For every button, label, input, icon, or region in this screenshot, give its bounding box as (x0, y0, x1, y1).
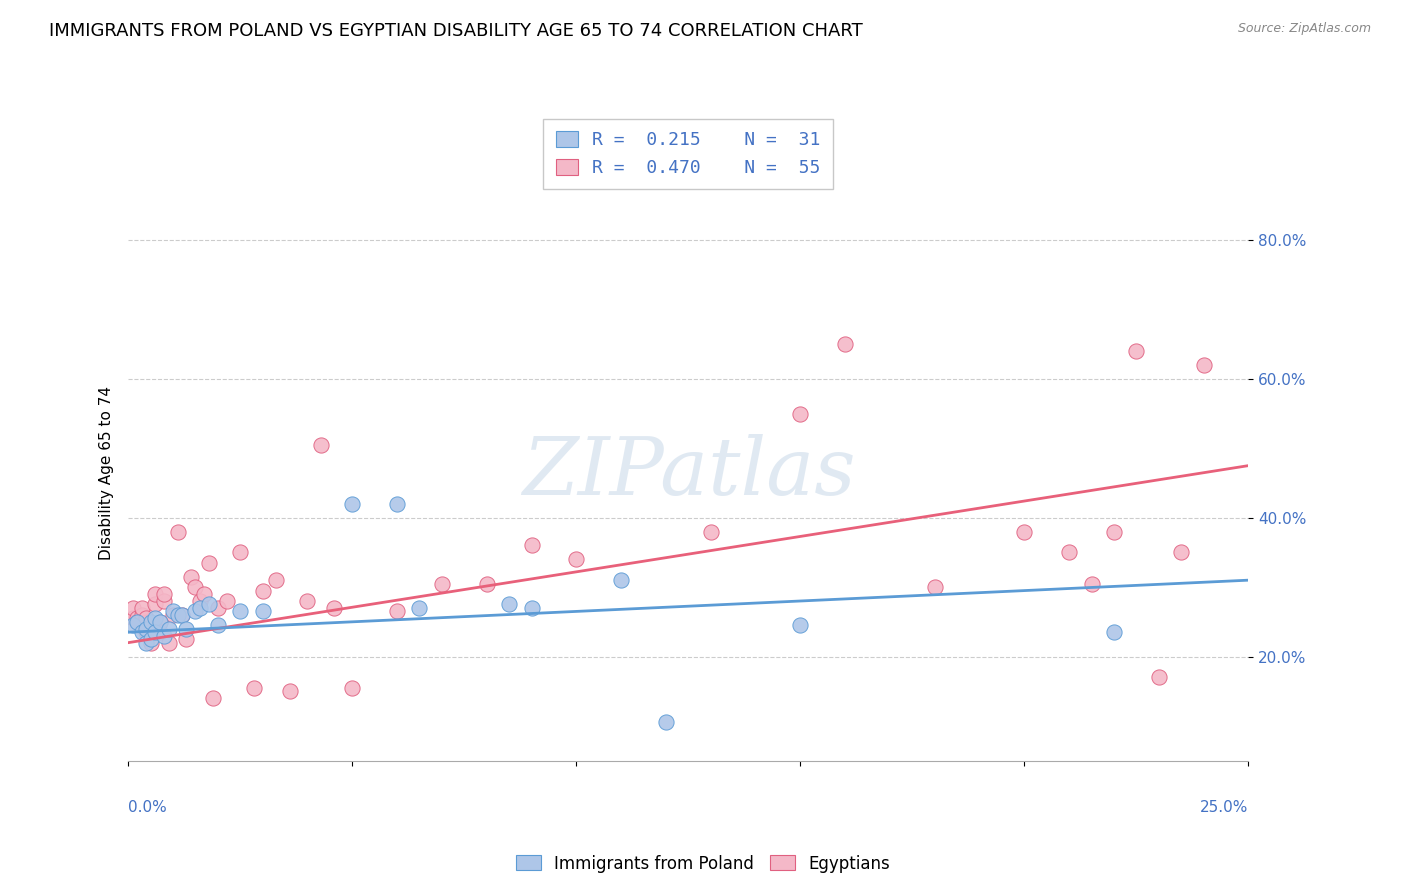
Point (153, 594, 176, 608)
Point (153, 629, 176, 643)
Point (430, 576, 453, 591)
Point (610, 573, 633, 587)
Point (198, 556, 221, 570)
Point (207, 618, 229, 632)
Point (139, 625, 162, 640)
Point (252, 583, 274, 598)
Point (309, 438, 332, 452)
Point (149, 615, 172, 629)
Point (135, 635, 157, 649)
Point (180, 570, 202, 584)
Point (135, 622, 157, 636)
Point (297, 594, 319, 608)
Point (157, 635, 180, 649)
Point (1080, 576, 1102, 591)
Point (278, 684, 301, 698)
Point (121, 601, 143, 615)
Point (520, 601, 543, 615)
Point (202, 691, 225, 706)
Point (162, 607, 184, 622)
Point (184, 604, 207, 618)
Point (565, 552, 588, 566)
Point (700, 524, 723, 539)
Point (153, 587, 176, 601)
Point (135, 625, 157, 640)
Text: Source: ZipAtlas.com: Source: ZipAtlas.com (1237, 22, 1371, 36)
Text: ZIPatlas: ZIPatlas (522, 434, 855, 511)
Point (176, 622, 198, 636)
Point (157, 622, 180, 636)
Point (166, 524, 188, 539)
Point (498, 598, 520, 612)
Point (143, 625, 166, 640)
Point (1014, 524, 1036, 539)
Y-axis label: Disability Age 65 to 74: Disability Age 65 to 74 (100, 385, 114, 559)
Point (342, 681, 364, 695)
Point (176, 632, 198, 647)
Point (229, 604, 252, 618)
Point (1125, 344, 1147, 359)
Point (170, 607, 193, 622)
Point (166, 607, 188, 622)
Point (475, 576, 498, 591)
Point (385, 497, 408, 511)
Point (323, 601, 346, 615)
Point (198, 598, 221, 612)
Point (127, 615, 149, 629)
Point (242, 681, 264, 695)
Point (135, 611, 157, 625)
Point (1170, 545, 1192, 559)
Point (162, 604, 184, 618)
Point (252, 604, 274, 618)
Point (215, 594, 238, 608)
Text: 25.0%: 25.0% (1201, 799, 1249, 814)
Legend: Immigrants from Poland, Egyptians: Immigrants from Poland, Egyptians (509, 848, 897, 880)
Point (131, 625, 153, 640)
Point (408, 601, 430, 615)
Point (121, 611, 143, 625)
Point (139, 635, 162, 649)
Point (655, 715, 678, 730)
Text: IMMIGRANTS FROM POLAND VS EGYPTIAN DISABILITY AGE 65 TO 74 CORRELATION CHART: IMMIGRANTS FROM POLAND VS EGYPTIAN DISAB… (49, 22, 863, 40)
Point (121, 618, 143, 632)
Point (193, 587, 215, 601)
Point (131, 607, 153, 622)
Point (1192, 358, 1215, 372)
Point (520, 539, 543, 553)
Point (789, 407, 811, 421)
Point (1057, 545, 1080, 559)
Legend: R =  0.215    N =  31, R =  0.470    N =  55: R = 0.215 N = 31, R = 0.470 N = 55 (544, 119, 834, 189)
Point (188, 594, 211, 608)
Point (834, 337, 856, 351)
Point (184, 580, 207, 594)
Point (188, 601, 211, 615)
Point (264, 573, 287, 587)
Point (139, 632, 162, 647)
Point (207, 601, 229, 615)
Point (127, 611, 149, 625)
Point (149, 615, 172, 629)
Point (149, 625, 172, 640)
Point (789, 618, 811, 632)
Point (1102, 524, 1125, 539)
Point (229, 545, 252, 559)
Point (139, 615, 162, 629)
Point (143, 611, 166, 625)
Point (131, 601, 153, 615)
Point (1102, 625, 1125, 640)
Point (143, 587, 166, 601)
Point (385, 604, 408, 618)
Point (170, 607, 193, 622)
Point (1147, 670, 1170, 684)
Text: 0.0%: 0.0% (128, 799, 167, 814)
Point (143, 598, 166, 612)
Point (127, 615, 149, 629)
Point (342, 497, 364, 511)
Point (924, 580, 946, 594)
